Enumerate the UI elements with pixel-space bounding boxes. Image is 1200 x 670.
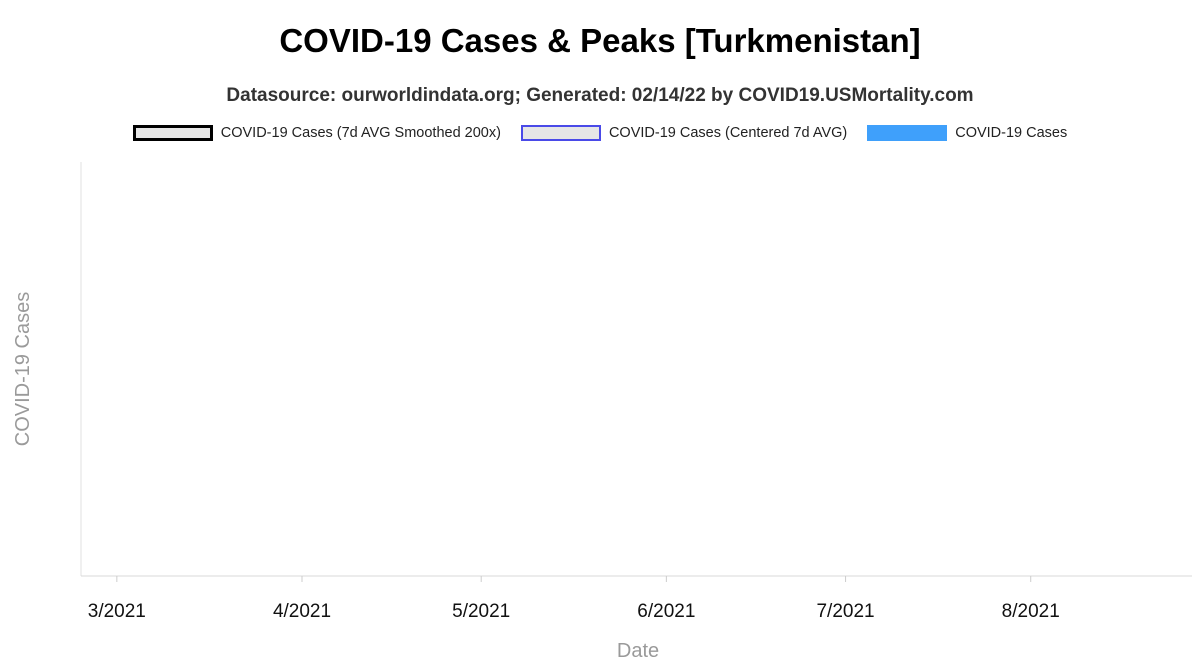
- chart-subtitle: Datasource: ourworldindata.org; Generate…: [226, 85, 974, 106]
- x-tick-label: 4/2021: [273, 601, 331, 622]
- y-axis-title: COVID-19 Cases: [12, 292, 34, 447]
- x-axis-title: Date: [617, 640, 659, 662]
- legend-swatch-smoothed: [132, 125, 213, 141]
- legend-swatch-cases: [867, 125, 948, 141]
- x-tick-label: 7/2021: [816, 601, 874, 622]
- x-tick-label: 8/2021: [1002, 601, 1060, 622]
- legend-swatch-centered-avg: [520, 125, 601, 141]
- legend-item-smoothed[interactable]: COVID-19 Cases (7d AVG Smoothed 200x): [132, 125, 501, 141]
- x-tick-label: 3/2021: [88, 601, 146, 622]
- legend-item-centered-avg[interactable]: COVID-19 Cases (Centered 7d AVG): [520, 125, 848, 141]
- legend-label-cases: COVID-19 Cases: [955, 125, 1068, 141]
- legend-label-smoothed: COVID-19 Cases (7d AVG Smoothed 200x): [220, 125, 501, 141]
- x-tick-label: 6/2021: [637, 601, 695, 622]
- x-axis-ticks: 3/2021 4/2021 5/2021 6/2021 7/2021 8/2021: [88, 576, 1060, 622]
- x-tick-label: 5/2021: [452, 601, 510, 622]
- legend: COVID-19 Cases (7d AVG Smoothed 200x) CO…: [0, 125, 1200, 141]
- legend-label-centered-avg: COVID-19 Cases (Centered 7d AVG): [608, 125, 848, 141]
- legend-item-cases[interactable]: COVID-19 Cases: [867, 125, 1067, 141]
- chart-title: COVID-19 Cases & Peaks [Turkmenistan]: [279, 22, 921, 59]
